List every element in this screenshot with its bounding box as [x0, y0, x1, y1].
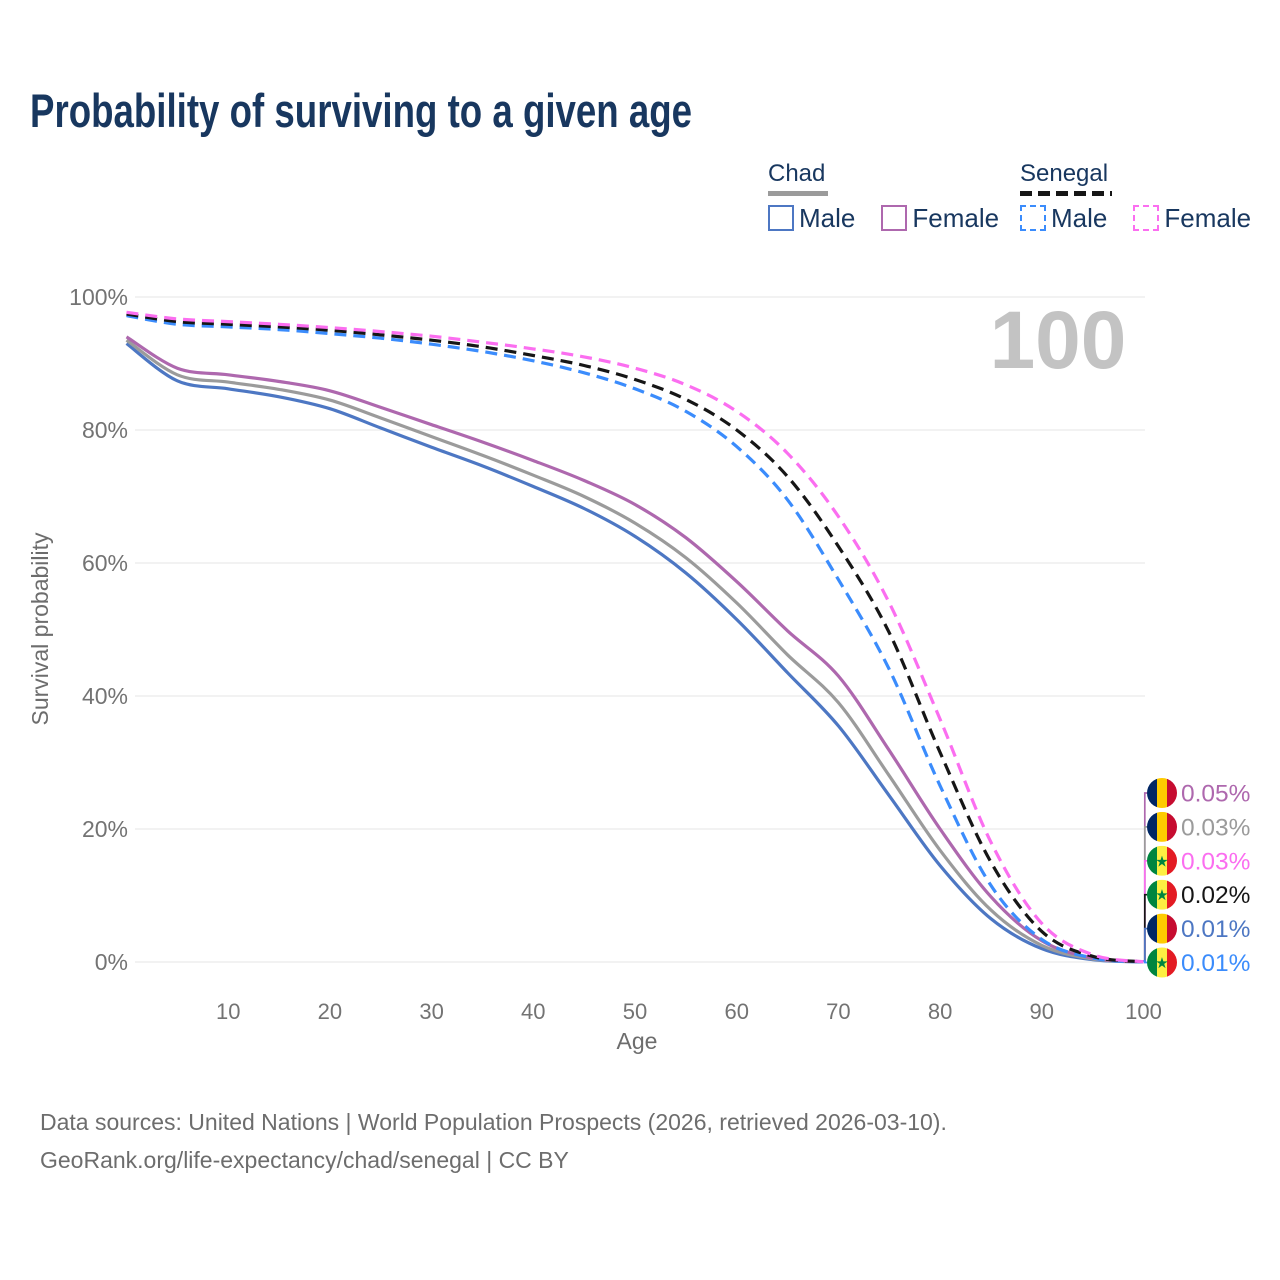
legend-item-chad-female[interactable]: Female [881, 202, 1000, 233]
page-title: Probability of surviving to a given age [30, 84, 693, 137]
end-value-label: 0.03% [1181, 848, 1250, 875]
y-axis-title: Survival probability [27, 532, 53, 726]
legend-chad-male-label: Male [799, 202, 856, 233]
y-tick-label: 80% [82, 417, 128, 443]
svg-text:★: ★ [1155, 886, 1168, 904]
x-tick-label: 50 [623, 999, 647, 1024]
curve-senegal-female[interactable] [126, 310, 1144, 964]
y-tick-label: 0% [95, 949, 128, 975]
end-value-label: 0.03% [1181, 814, 1250, 841]
y-tick-label: 60% [82, 550, 128, 576]
y-tick-label: 100% [69, 284, 128, 310]
senegal-line-style-swatch [1020, 191, 1112, 196]
legend-item-senegal-female[interactable]: Female [1133, 202, 1252, 233]
x-tick-label: 30 [419, 999, 443, 1024]
end-connector [1143, 960, 1147, 964]
end-value-label: 0.05% [1181, 781, 1250, 808]
x-tick-label: 20 [318, 999, 342, 1024]
data-source-line: Data sources: United Nations | World Pop… [40, 1109, 947, 1135]
svg-text:★: ★ [1155, 852, 1168, 870]
x-tick-label: 70 [826, 999, 850, 1024]
senegal-male-swatch-icon [1020, 204, 1046, 231]
end-value-label: 0.02% [1181, 882, 1250, 909]
x-tick-label: 40 [521, 999, 545, 1024]
x-tick-label: 10 [216, 999, 240, 1024]
legend-item-senegal-male[interactable]: Male [1020, 202, 1108, 233]
legend-group-chad: Chad Male Female [768, 161, 1025, 231]
x-tick-label: 80 [928, 999, 952, 1024]
y-tick-label: 20% [82, 816, 128, 842]
y-tick-label: 40% [82, 683, 128, 709]
x-tick-label: 100 [1125, 999, 1162, 1024]
chad-male-swatch-icon [768, 204, 794, 231]
senegal-flag-icon: ★ [1147, 879, 1177, 910]
curve-chad[interactable] [125, 338, 1144, 964]
legend-senegal-female-label: Female [1164, 202, 1252, 233]
curve-chad-female[interactable] [125, 335, 1144, 964]
x-tick-label: 90 [1030, 999, 1054, 1024]
legend-senegal-male-label: Male [1051, 202, 1108, 233]
curve-senegal[interactable] [126, 312, 1144, 964]
legend-chad-title: Chad [768, 160, 826, 187]
age-watermark: 100 [990, 295, 1127, 386]
x-axis-title: Age [617, 1028, 658, 1054]
senegal-flag-icon: ★ [1147, 845, 1177, 876]
legend-group-senegal: Senegal Male Female [1020, 161, 1277, 231]
legend-chad-female-label: Female [912, 202, 1000, 233]
svg-text:★: ★ [1155, 954, 1168, 972]
chad-flag-icon [1147, 811, 1177, 842]
senegal-flag-icon: ★ [1147, 947, 1177, 978]
legend-senegal-title: Senegal [1020, 160, 1109, 187]
end-value-label: 0.01% [1181, 950, 1250, 977]
curve-senegal-male[interactable] [126, 314, 1144, 964]
chad-flag-icon [1147, 913, 1177, 944]
senegal-female-swatch-icon [1133, 204, 1160, 231]
x-tick-label: 60 [724, 999, 748, 1024]
attribution-line: GeoRank.org/life-expectancy/chad/senegal… [40, 1147, 569, 1173]
chart-footer: Data sources: United Nations | World Pop… [40, 1103, 947, 1179]
end-connector [1143, 927, 1147, 962]
chad-female-swatch-icon [881, 204, 908, 231]
legend-item-chad-male[interactable]: Male [768, 202, 856, 233]
curve-chad-male[interactable] [125, 342, 1144, 964]
chad-line-style-swatch [768, 191, 828, 196]
chad-flag-icon [1147, 778, 1177, 808]
end-value-label: 0.01% [1181, 916, 1250, 943]
